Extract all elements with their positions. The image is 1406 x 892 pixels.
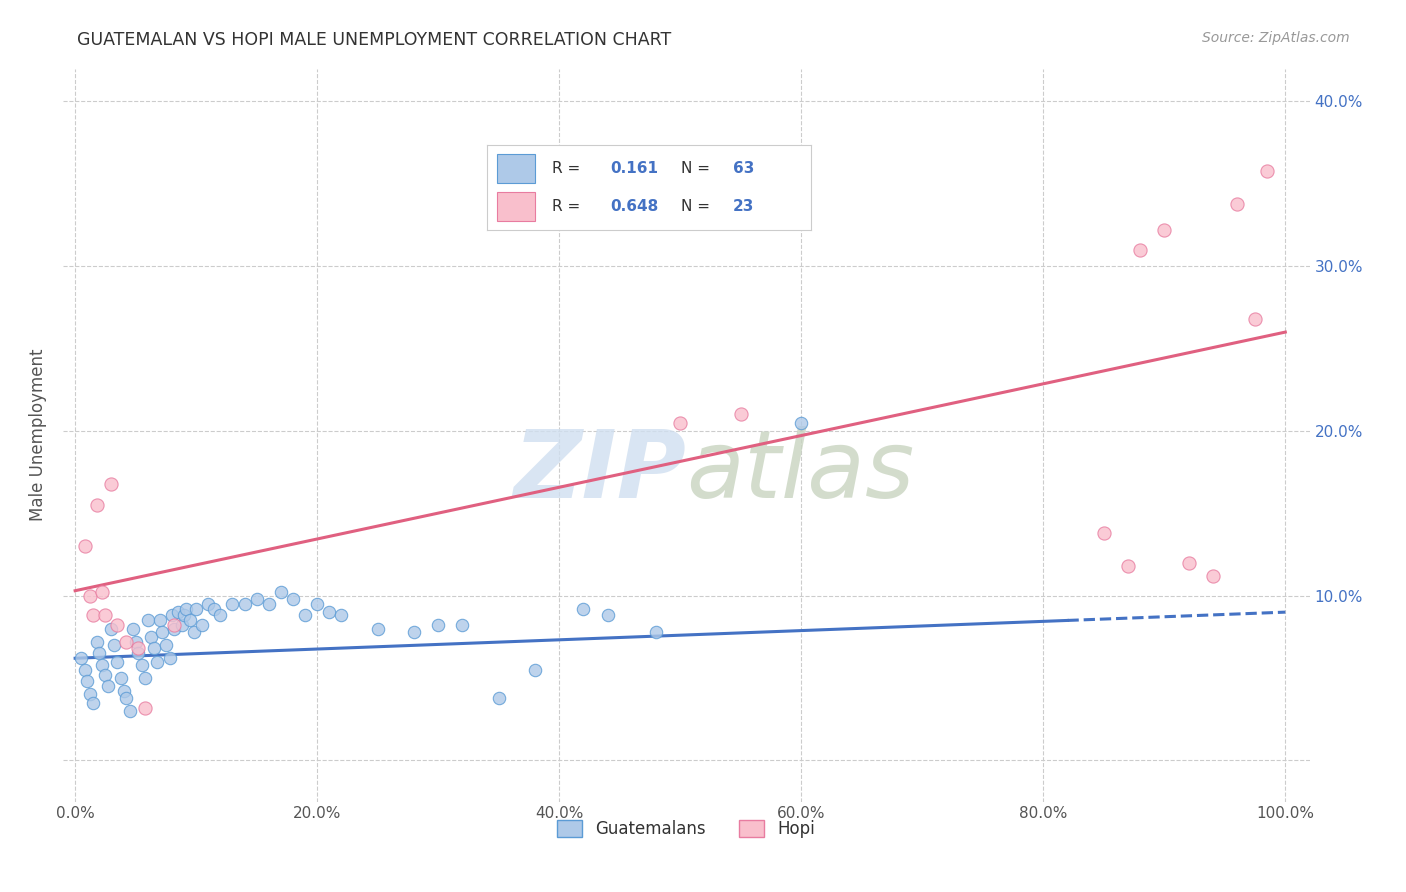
Point — [1177, 556, 1199, 570]
Point — [179, 613, 201, 627]
Point — [202, 602, 225, 616]
Text: ZIP: ZIP — [513, 425, 686, 517]
Point — [100, 476, 122, 491]
Point — [134, 700, 156, 714]
Point — [82, 696, 104, 710]
Point — [524, 663, 547, 677]
Point — [159, 651, 181, 665]
Point — [572, 602, 595, 616]
Point — [1202, 569, 1225, 583]
Point — [402, 624, 425, 639]
Point — [79, 688, 101, 702]
Point — [73, 539, 96, 553]
Point — [1256, 163, 1278, 178]
Point — [150, 624, 173, 639]
Point — [1116, 559, 1139, 574]
Point — [115, 634, 138, 648]
Point — [197, 597, 219, 611]
Point — [118, 704, 141, 718]
Point — [645, 624, 668, 639]
Point — [730, 408, 752, 422]
Point — [176, 602, 198, 616]
Point — [107, 618, 129, 632]
Point — [90, 585, 112, 599]
Point — [167, 605, 190, 619]
Point — [142, 641, 165, 656]
Point — [115, 690, 138, 705]
Point — [1092, 526, 1115, 541]
Point — [86, 634, 108, 648]
Point — [124, 634, 146, 648]
Point — [221, 597, 243, 611]
Point — [141, 630, 163, 644]
Point — [1153, 223, 1175, 237]
Point — [307, 597, 329, 611]
Point — [79, 589, 101, 603]
Point — [136, 613, 159, 627]
Point — [451, 618, 474, 632]
Point — [427, 618, 450, 632]
Point — [94, 667, 117, 681]
Point — [103, 638, 125, 652]
Point — [318, 605, 340, 619]
Point — [134, 671, 156, 685]
Point — [89, 646, 111, 660]
Point — [76, 674, 98, 689]
Point — [270, 585, 292, 599]
Text: Source: ZipAtlas.com: Source: ZipAtlas.com — [1202, 31, 1350, 45]
Point — [112, 684, 135, 698]
Point — [82, 608, 104, 623]
Point — [669, 416, 692, 430]
Point — [97, 679, 120, 693]
Point — [107, 655, 129, 669]
Point — [790, 416, 813, 430]
Point — [281, 591, 304, 606]
Point — [186, 602, 208, 616]
Point — [110, 671, 132, 685]
Point — [86, 498, 108, 512]
Point — [155, 638, 177, 652]
Point — [1129, 243, 1152, 257]
Point — [330, 608, 353, 623]
Point — [170, 618, 193, 632]
Point — [70, 651, 93, 665]
Point — [149, 613, 172, 627]
Point — [100, 622, 122, 636]
Point — [246, 591, 269, 606]
Point — [163, 622, 186, 636]
Point — [173, 608, 195, 623]
Point — [1244, 312, 1267, 326]
Point — [1226, 196, 1249, 211]
Text: atlas: atlas — [686, 426, 914, 517]
Point — [94, 608, 117, 623]
Point — [122, 622, 145, 636]
Point — [90, 657, 112, 672]
Point — [294, 608, 316, 623]
Point — [73, 663, 96, 677]
Point — [233, 597, 256, 611]
Point — [596, 608, 619, 623]
Point — [183, 624, 205, 639]
Y-axis label: Male Unemployment: Male Unemployment — [30, 349, 46, 521]
Point — [257, 597, 280, 611]
Point — [163, 618, 186, 632]
Point — [127, 641, 149, 656]
Legend: Guatemalans, Hopi: Guatemalans, Hopi — [550, 813, 823, 845]
Text: GUATEMALAN VS HOPI MALE UNEMPLOYMENT CORRELATION CHART: GUATEMALAN VS HOPI MALE UNEMPLOYMENT COR… — [77, 31, 672, 49]
Point — [160, 608, 183, 623]
Point — [131, 657, 153, 672]
Point — [209, 608, 232, 623]
Point — [367, 622, 389, 636]
Point — [488, 690, 510, 705]
Point — [191, 618, 214, 632]
Point — [146, 655, 169, 669]
Point — [127, 646, 149, 660]
